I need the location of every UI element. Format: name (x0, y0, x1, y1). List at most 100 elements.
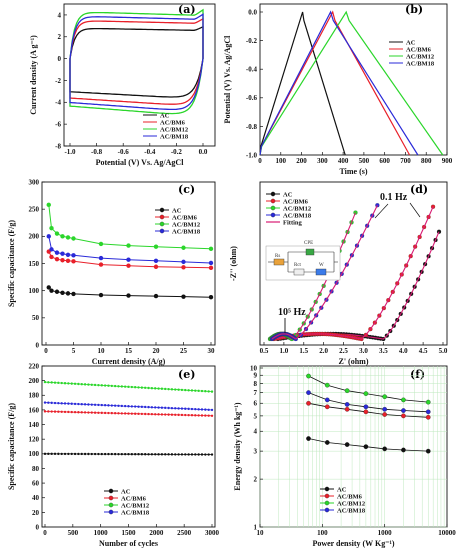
y-tick-label-f: 6 (254, 400, 258, 408)
rate-point-AC-BM6 (49, 254, 54, 260)
cycling-point-AC (157, 453, 160, 456)
cycling-point-AC (50, 452, 53, 456)
cycling-point-AC (130, 452, 134, 456)
cycling-point-AC-BM12 (97, 383, 100, 387)
cycling-point-AC-BM12 (50, 381, 53, 384)
cycling-point-AC-BM18 (184, 407, 187, 410)
x-tick-label-d: 4.5 (419, 347, 428, 355)
panel-b-gcd-chart: (b) Time (s) Potential (V) Vs. Ag/AgCl 0 100… (223, 3, 453, 176)
rate-point-AC (49, 288, 54, 293)
x-tick-label-b: 300 (317, 157, 328, 165)
cycling-point-AC-BM6 (164, 413, 167, 416)
cycling-point-AC-BM18 (97, 403, 100, 407)
x-tick-label-a: 0.0 (199, 148, 208, 156)
y-tick-label-e: 20 (32, 509, 40, 517)
x-tick-label-a: -0.4 (144, 148, 156, 156)
rate-point-AC-BM6 (208, 265, 214, 271)
y-tick-label-f: 10 (250, 364, 258, 372)
cycling-point-AC-BM6 (120, 412, 124, 415)
cycling-point-AC-BM12 (133, 386, 137, 389)
y-tick-label-e: 180 (29, 392, 40, 400)
equivalent-circuit-inset: Rs CPE Rct W (265, 241, 341, 281)
cycling-point-AC-BM6 (43, 410, 47, 413)
x-tick-label-f: 1000 (378, 529, 393, 537)
rate-point-AC (54, 289, 60, 294)
ragone-point-AC (425, 448, 431, 454)
rate-point-AC-BM6 (181, 265, 186, 270)
ragone-point-AC-BM6 (344, 406, 350, 412)
rate-point-AC-BM6 (126, 263, 131, 268)
cycling-point-AC-BM6 (60, 410, 63, 414)
y-tick-label-a: 4 (58, 11, 62, 19)
ragone-point-AC-BM18 (425, 409, 431, 415)
x-axis-label-c: Current density (A/g) (92, 357, 166, 366)
cycling-point-AC (137, 453, 140, 456)
x-tick-label-d: 1.0 (280, 347, 289, 355)
legend-entry-d: AC/BM12 (283, 205, 311, 212)
y-tick-label-b: -0.4 (246, 66, 258, 74)
y-tick-label-e: 80 (32, 465, 40, 473)
x-tick-label-b: 100 (276, 157, 287, 165)
cycling-point-AC-BM18 (60, 402, 63, 405)
cycling-point-AC-BM18 (170, 406, 174, 410)
circuit-label-w: W (319, 263, 324, 268)
legend-marker-f (324, 493, 330, 499)
x-tick-label-f: 10000 (438, 529, 456, 537)
nyquist-point-AC (436, 229, 442, 234)
cycling-point-AC-BM12 (200, 389, 204, 393)
x-tick-label-a: -0.2 (171, 148, 183, 156)
nyquist-point-AC-BM12 (353, 210, 358, 215)
cycling-point-AC-BM18 (204, 408, 207, 411)
ragone-point-AC-BM12 (401, 397, 406, 403)
cycling-point-AC-BM12 (164, 387, 167, 391)
cycling-point-AC-BM6 (53, 410, 57, 413)
x-tick-label-d: 2.5 (339, 347, 348, 355)
cycling-point-AC-BM18 (67, 402, 70, 405)
cycling-point-AC-BM12 (184, 388, 187, 392)
cv-curve-AC (69, 25, 204, 98)
legend-marker-d (270, 212, 276, 218)
x-tick-label-b: 500 (359, 157, 370, 165)
cycling-point-AC-BM12 (117, 385, 120, 388)
x-tick-label-d: 1.5 (299, 347, 308, 355)
y-tick-label-f: 5 (254, 412, 258, 420)
cycling-point-AC-BM6 (63, 410, 67, 414)
x-tick-label-b: 400 (338, 157, 349, 165)
cycling-point-AC-BM6 (93, 411, 97, 414)
cycling-point-AC-BM6 (90, 411, 93, 414)
rate-point-AC (65, 291, 71, 296)
circuit-label-cpe: CPE (304, 241, 313, 246)
cycling-point-AC-BM12 (190, 389, 194, 392)
rate-point-AC-BM12 (153, 244, 159, 249)
ragone-point-AC-BM18 (324, 397, 330, 403)
cycling-point-AC (127, 452, 130, 456)
cycling-point-AC (120, 452, 124, 456)
cycling-point-AC-BM6 (83, 411, 87, 414)
ragone-point-AC-BM12 (425, 399, 431, 405)
panel-label-b: (b) (405, 3, 423, 16)
cycling-point-AC-BM12 (140, 386, 144, 389)
ragone-point-AC (363, 444, 369, 450)
circuit-w (315, 268, 327, 276)
cycling-point-AC-BM12 (73, 382, 77, 386)
cycling-point-AC (180, 453, 184, 456)
rate-point-AC-BM18 (60, 251, 65, 256)
ragone-point-AC-BM6 (324, 404, 330, 410)
cycling-point-AC-BM6 (154, 413, 157, 416)
cycling-point-AC-BM18 (50, 401, 53, 405)
rate-point-AC (153, 293, 159, 299)
cycling-point-AC (133, 453, 137, 456)
ragone-point-AC (344, 442, 350, 447)
cycling-point-AC-BM6 (160, 413, 164, 416)
panel-c-rate-chart: (c) Current density (A/g) Specific capacit… (7, 178, 216, 366)
cycling-point-AC-BM12 (63, 382, 67, 385)
cycling-point-AC-BM12 (77, 382, 80, 386)
legend-entry-a: AC/BM6 (160, 119, 186, 126)
cycling-point-AC (207, 453, 210, 456)
cycling-point-AC (174, 453, 177, 456)
rate-point-AC-BM12 (98, 241, 104, 247)
x-tick-label-b: 800 (421, 157, 432, 165)
rate-point-AC (126, 293, 131, 298)
x-tick-label-c: 30 (208, 347, 216, 355)
cycling-point-AC-BM12 (130, 385, 134, 389)
